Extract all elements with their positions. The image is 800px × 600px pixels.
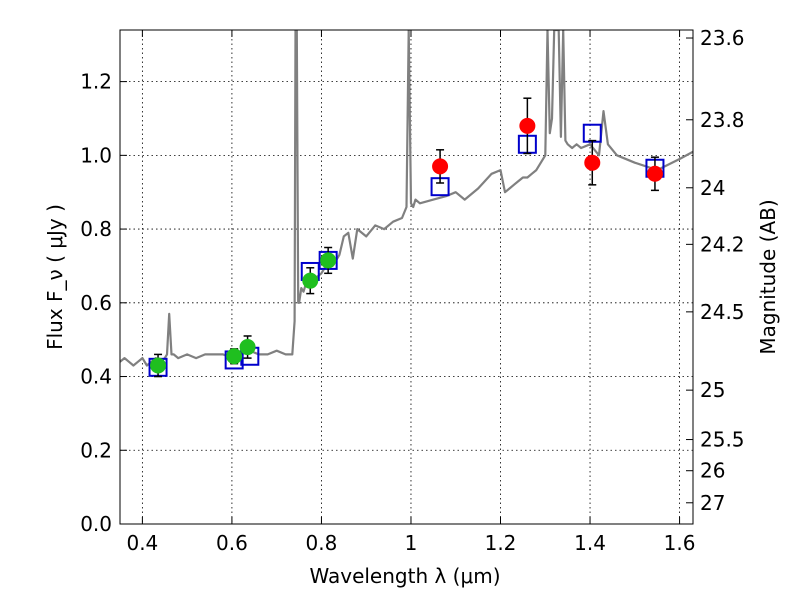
- right-tick-label: 26: [700, 459, 725, 483]
- photometry-point: [302, 272, 319, 289]
- x-tick-label: 0.4: [126, 531, 158, 555]
- y-tick-label: 0.6: [80, 291, 112, 315]
- right-tick-label: 24.2: [700, 232, 745, 256]
- right-axis-label: Magnitude (AB): [756, 199, 780, 354]
- photometry-point: [150, 357, 167, 374]
- right-tick-label: 25: [700, 378, 725, 402]
- plot-area: [120, 30, 693, 378]
- right-tick-label: 23.6: [700, 26, 745, 50]
- right-tick-label: 24.5: [700, 300, 745, 324]
- photometry-points: [150, 117, 663, 374]
- y-axis-label: Flux F_ν ( μJy ): [43, 204, 67, 350]
- x-axis-label: Wavelength λ (μm): [309, 564, 500, 588]
- x-tick-label: 1.4: [574, 531, 606, 555]
- photometry-point: [320, 252, 337, 269]
- x-tick-label: 1.2: [485, 531, 517, 555]
- y-tick-label: 0.8: [80, 217, 112, 241]
- photometry-point: [519, 117, 536, 134]
- right-tick-label: 27: [700, 491, 725, 515]
- plot-frame: [119, 29, 694, 525]
- right-tick-label: 23.8: [700, 108, 745, 132]
- y-tick-label: 1.2: [80, 70, 112, 94]
- y-tick-label: 1.0: [80, 143, 112, 167]
- x-tick-label: 0.6: [216, 531, 248, 555]
- x-tick-label: 1: [405, 531, 418, 555]
- tick-labels: 0.4 0.6 0.8 1 1.2 1.4 1.6 0.0 0.2 0.4 0.6 0.8 1.0 1.2…: [80, 26, 744, 555]
- photometry-point: [226, 348, 243, 365]
- model-spectrum-line: [120, 30, 693, 367]
- y-tick-label: 0.0: [80, 512, 112, 536]
- axis-ticks: [120, 30, 693, 525]
- y-tick-label: 0.4: [80, 365, 112, 389]
- photometry-point: [432, 158, 449, 175]
- y-tick-label: 0.2: [80, 438, 112, 462]
- photometry-point: [584, 154, 601, 171]
- x-tick-label: 0.8: [306, 531, 338, 555]
- right-tick-label: 24: [700, 176, 725, 200]
- photometry-point: [646, 165, 663, 182]
- right-tick-label: 25.5: [700, 428, 745, 452]
- x-tick-label: 1.6: [664, 531, 696, 555]
- photometry-point: [239, 339, 256, 356]
